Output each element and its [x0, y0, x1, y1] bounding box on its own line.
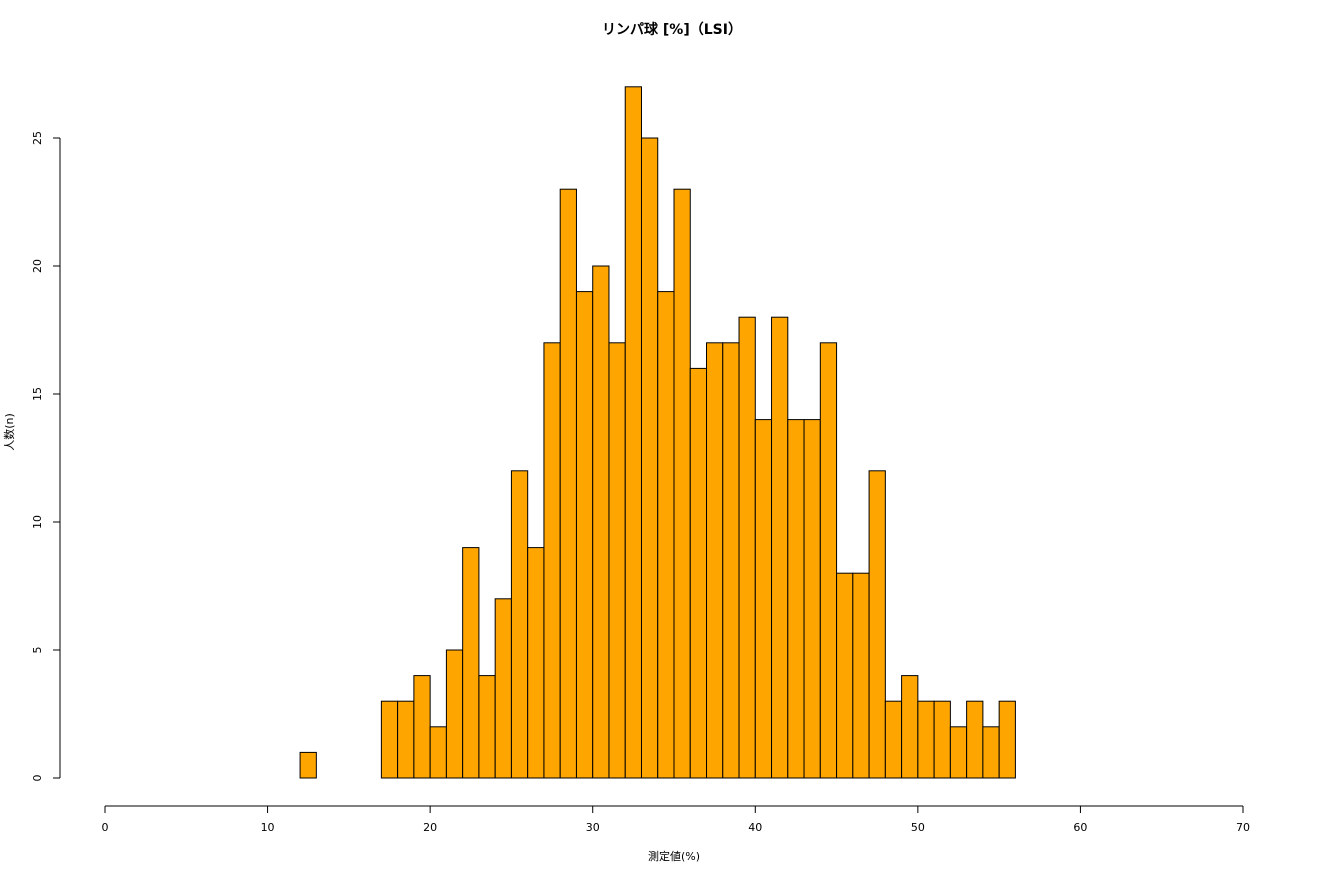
bar [933, 700, 951, 779]
bar [543, 342, 561, 779]
y-tick-label: 15 [31, 387, 44, 401]
bar [673, 188, 691, 779]
bar [819, 342, 838, 779]
y-tick-label: 10 [31, 515, 44, 529]
y-tick-label: 20 [31, 259, 44, 273]
bar [608, 342, 626, 779]
bar [917, 700, 935, 779]
x-tick-label: 70 [1236, 821, 1250, 834]
bar [657, 291, 675, 779]
bar [949, 726, 968, 779]
y-tick-label: 25 [31, 131, 44, 145]
bar [592, 265, 610, 779]
x-tick-label: 10 [261, 821, 275, 834]
bar [884, 700, 903, 779]
bar [575, 291, 594, 779]
x-tick-label: 30 [586, 821, 600, 834]
x-tick-label: 50 [911, 821, 925, 834]
bar [429, 726, 447, 779]
bar [299, 751, 317, 779]
bar [771, 316, 789, 779]
y-tick-label: 0 [31, 775, 44, 782]
bar [445, 649, 464, 779]
bar [966, 700, 984, 779]
bar [868, 470, 886, 779]
x-tick-label: 20 [423, 821, 437, 834]
bar [787, 419, 805, 779]
x-axis-label: 測定値(%) [648, 849, 700, 863]
bar [494, 598, 512, 779]
x-tick-label: 40 [748, 821, 762, 834]
y-tick-label: 5 [31, 647, 44, 654]
bar [559, 188, 577, 779]
bar [803, 419, 821, 779]
bar [998, 700, 1016, 779]
bar [738, 316, 756, 779]
bar [901, 675, 919, 779]
y-axis-label: 人数(n) [3, 413, 16, 451]
chart-title: リンパ球 [%]（LSI） [602, 21, 742, 38]
bar [380, 700, 399, 779]
bar [413, 675, 431, 779]
bar [689, 367, 708, 779]
bar [640, 137, 659, 779]
x-tick-label: 0 [102, 821, 109, 834]
bar [836, 572, 854, 779]
bar [706, 342, 724, 779]
bar [982, 726, 1000, 779]
bar [397, 700, 415, 779]
bar [527, 547, 545, 779]
bar [754, 419, 773, 779]
bar [624, 86, 642, 779]
bar [462, 547, 480, 779]
x-tick-label: 60 [1073, 821, 1087, 834]
bar [478, 675, 496, 779]
bar [722, 342, 740, 779]
bar [852, 572, 870, 779]
bar [510, 470, 529, 779]
